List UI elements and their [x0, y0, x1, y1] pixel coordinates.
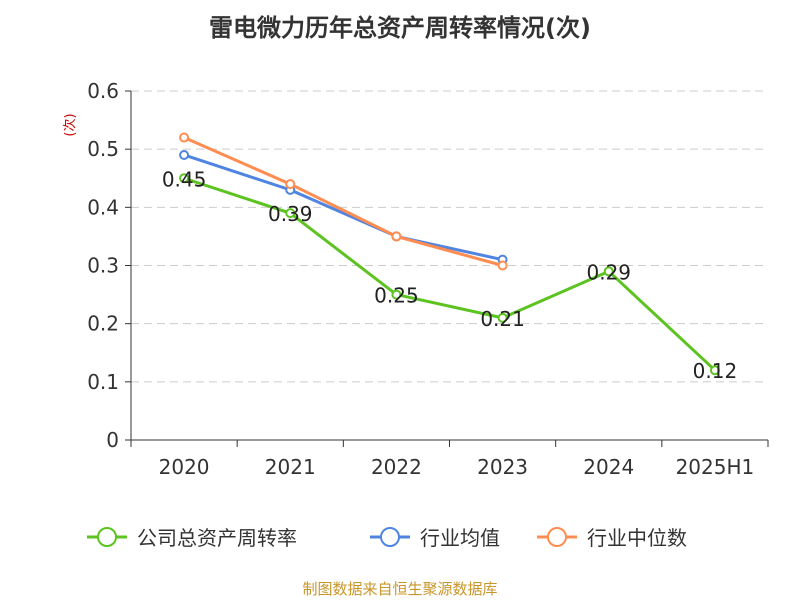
y-axis-label: (次) — [62, 113, 78, 136]
legend-label: 行业中位数 — [587, 526, 687, 550]
legend-label: 行业均值 — [420, 526, 500, 550]
x-tick-labels: 2020 2021 2022 2023 2024 2025H1 — [159, 455, 755, 479]
data-label: 0.29 — [586, 260, 631, 284]
series-line — [183, 176, 716, 372]
x-tick-label: 2023 — [477, 455, 528, 479]
data-point — [179, 173, 190, 184]
data-point — [391, 289, 402, 300]
x-tick-label: 2024 — [583, 455, 634, 479]
series-line — [183, 136, 503, 267]
x-tick-label: 2021 — [265, 455, 316, 479]
legend-swatch-marker — [380, 527, 400, 547]
legend-swatch-marker — [547, 527, 567, 547]
grid-lines — [131, 90, 768, 383]
legend-swatch-marker — [97, 527, 117, 547]
y-tick-label: 0.2 — [87, 312, 119, 336]
data-label: 0.12 — [693, 359, 738, 383]
data-labels: 0.45 0.39 0.25 0.21 0.29 0.12 — [162, 167, 737, 383]
y-tick-label: 0 — [106, 428, 119, 452]
x-tick-label: 2025H1 — [676, 455, 755, 479]
data-point — [497, 312, 508, 323]
data-point — [179, 132, 190, 143]
y-tick-label: 0.4 — [87, 195, 119, 219]
data-label: 0.21 — [480, 307, 525, 331]
series-line — [183, 153, 503, 262]
data-point — [179, 149, 190, 160]
legend-label: 公司总资产周转率 — [137, 526, 297, 550]
data-point — [285, 208, 296, 219]
y-tick-label: 0.3 — [87, 254, 119, 278]
data-point — [497, 260, 508, 271]
data-label: 0.39 — [268, 202, 313, 226]
data-label: 0.45 — [162, 167, 207, 191]
y-tick-labels: 0 0.1 0.2 0.3 0.4 0.5 0.6 — [87, 79, 119, 452]
source-note: 制图数据来自恒生聚源数据库 — [302, 580, 498, 598]
x-tick-label: 2020 — [159, 455, 210, 479]
y-tick-label: 0.1 — [87, 370, 119, 394]
data-point — [709, 365, 720, 376]
chart-title: 雷电微力历年总资产周转率情况(次) — [209, 14, 591, 42]
x-tick-label: 2022 — [371, 455, 422, 479]
data-label: 0.25 — [374, 284, 419, 308]
series-lines — [179, 132, 720, 376]
data-point — [285, 179, 296, 190]
data-point — [603, 266, 614, 277]
axes — [125, 90, 769, 447]
data-point — [391, 231, 402, 242]
legend: 公司总资产周转率 行业均值 行业中位数 — [87, 526, 687, 550]
y-tick-label: 0.5 — [87, 137, 119, 161]
y-tick-label: 0.6 — [87, 79, 119, 103]
